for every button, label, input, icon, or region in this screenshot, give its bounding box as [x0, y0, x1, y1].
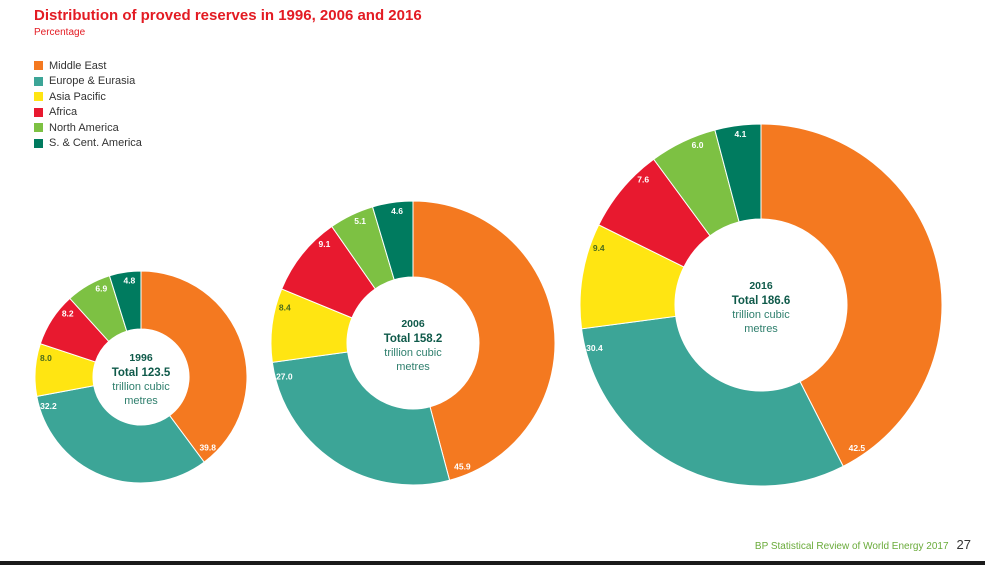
slice-label-2006-europe-eurasia: 27.0: [276, 372, 293, 382]
legend-item-s-cent-america: S. & Cent. America: [34, 136, 142, 152]
slice-label-1996-africa: 8.2: [62, 308, 74, 318]
slice-1996-middle-east: [140, 270, 248, 463]
legend-swatch-s-cent-america: [34, 138, 43, 148]
slice-label-2006-north-america: 5.1: [354, 216, 366, 226]
legend-swatch-africa: [34, 107, 43, 117]
center-unit-line1-2016: trillion cubic: [732, 309, 790, 321]
center-total-1996: Total 123.5: [112, 367, 171, 379]
center-total-2006: Total 158.2: [384, 333, 443, 345]
legend-label: Middle East: [49, 59, 107, 72]
legend-item-africa: Africa: [34, 105, 142, 121]
legend-swatch-europe-eurasia: [34, 76, 43, 86]
slice-label-2006-middle-east: 45.9: [454, 461, 471, 471]
legend-label: Asia Pacific: [49, 90, 106, 103]
center-year-2016: 2016: [749, 280, 773, 292]
legend-item-north-america: North America: [34, 120, 142, 136]
bottom-bar: [0, 561, 985, 565]
legend-item-europe-eurasia: Europe & Eurasia: [34, 74, 142, 90]
slice-label-2016-s-cent-america: 4.1: [734, 129, 746, 139]
page-number: 27: [956, 537, 971, 552]
slice-1996-s-cent-america: [108, 270, 142, 332]
slice-label-1996-middle-east: 39.8: [199, 442, 216, 452]
slice-label-2016-asia-pacific: 9.4: [593, 243, 605, 253]
legend-label: Africa: [49, 106, 78, 119]
slice-2016-middle-east: [760, 123, 943, 467]
center-unit-line2-2016: metres: [744, 323, 778, 335]
footer: BP Statistical Review of World Energy 20…: [755, 537, 971, 552]
slice-2016-s-cent-america: [714, 123, 762, 223]
slice-label-2016-africa: 7.6: [637, 175, 649, 185]
center-unit-line2-2006: metres: [396, 361, 430, 373]
slice-label-2006-s-cent-america: 4.6: [391, 206, 403, 216]
center-unit-line2-1996: metres: [124, 395, 158, 407]
donut-chart-2006: 45.9 27.0 8.4 9.1 5.1 4.6 2006 Total 158.2 trill…: [270, 200, 556, 486]
publication-name: BP Statistical Review of World Energy 20…: [754, 541, 949, 552]
slice-label-2006-asia-pacific: 8.4: [279, 302, 291, 312]
legend-label: North America: [49, 121, 119, 134]
chart-title: Distribution of proved reserves in 1996,…: [34, 7, 422, 24]
slice-label-2006-africa: 9.1: [319, 239, 331, 249]
slice-label-2016-europe-eurasia: 30.4: [586, 343, 603, 353]
slice-2016-europe-eurasia: [581, 315, 844, 487]
slice-label-2016-middle-east: 42.5: [849, 443, 866, 453]
slice-label-1996-north-america: 6.9: [95, 284, 107, 294]
slice-2006-s-cent-america: [371, 200, 414, 281]
slice-2006-europe-eurasia: [271, 351, 451, 486]
slice-label-2016-north-america: 6.0: [692, 140, 704, 150]
center-year-1996: 1996: [129, 352, 153, 364]
center-unit-line1-2006: trillion cubic: [384, 347, 442, 359]
donut-chart-2016: 42.5 30.4 9.4 7.6 6.0 4.1 2016 Total 186.6 trill…: [579, 123, 943, 487]
slice-label-1996-europe-eurasia: 32.2: [40, 401, 57, 411]
legend: Middle East Europe & Eurasia Asia Pacifi…: [34, 58, 142, 151]
center-unit-line1-1996: trillion cubic: [112, 381, 170, 393]
legend-item-middle-east: Middle East: [34, 58, 142, 74]
center-year-2006: 2006: [401, 318, 425, 330]
legend-label: Europe & Eurasia: [49, 75, 136, 88]
center-total-2016: Total 186.6: [732, 295, 791, 307]
slice-2006-middle-east: [412, 200, 556, 481]
legend-swatch-middle-east: [34, 61, 43, 71]
legend-label: S. & Cent. America: [49, 137, 142, 150]
legend-swatch-north-america: [34, 123, 43, 133]
chart-subtitle: Percentage: [34, 27, 86, 38]
legend-swatch-asia-pacific: [34, 92, 43, 102]
slice-label-1996-asia-pacific: 8.0: [40, 353, 52, 363]
legend-item-asia-pacific: Asia Pacific: [34, 89, 142, 105]
donut-chart-1996: 39.8 32.2 8.0 8.2 6.9 4.8 1996 Total 123.5 trill…: [34, 270, 248, 484]
slice-label-1996-s-cent-america: 4.8: [123, 276, 135, 286]
slice-1996-europe-eurasia: [36, 385, 205, 484]
